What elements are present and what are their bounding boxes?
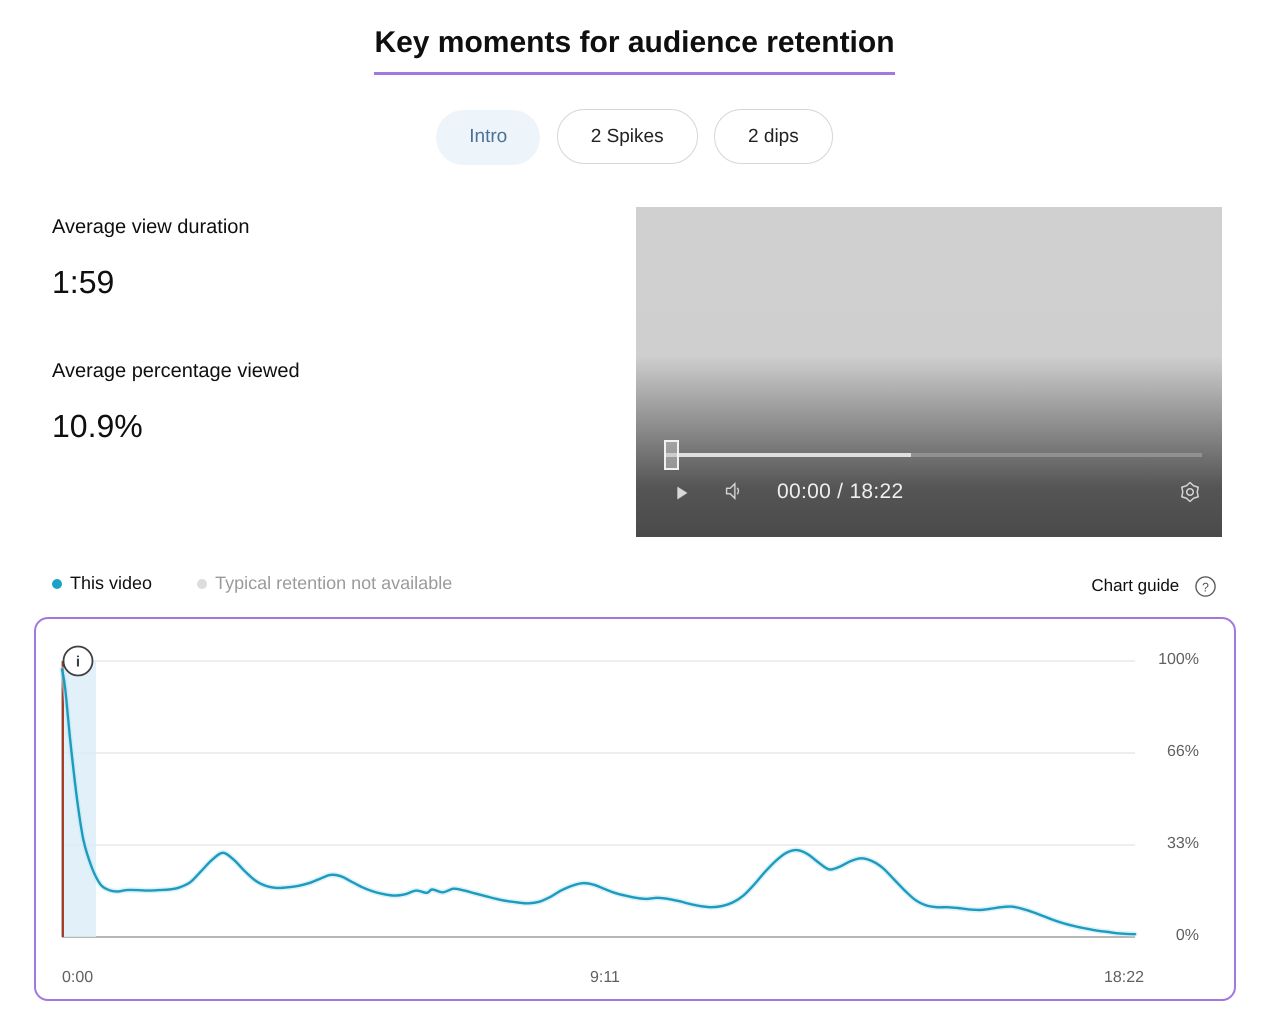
svg-text:i: i [76, 654, 80, 671]
svg-text:?: ? [1202, 580, 1209, 594]
